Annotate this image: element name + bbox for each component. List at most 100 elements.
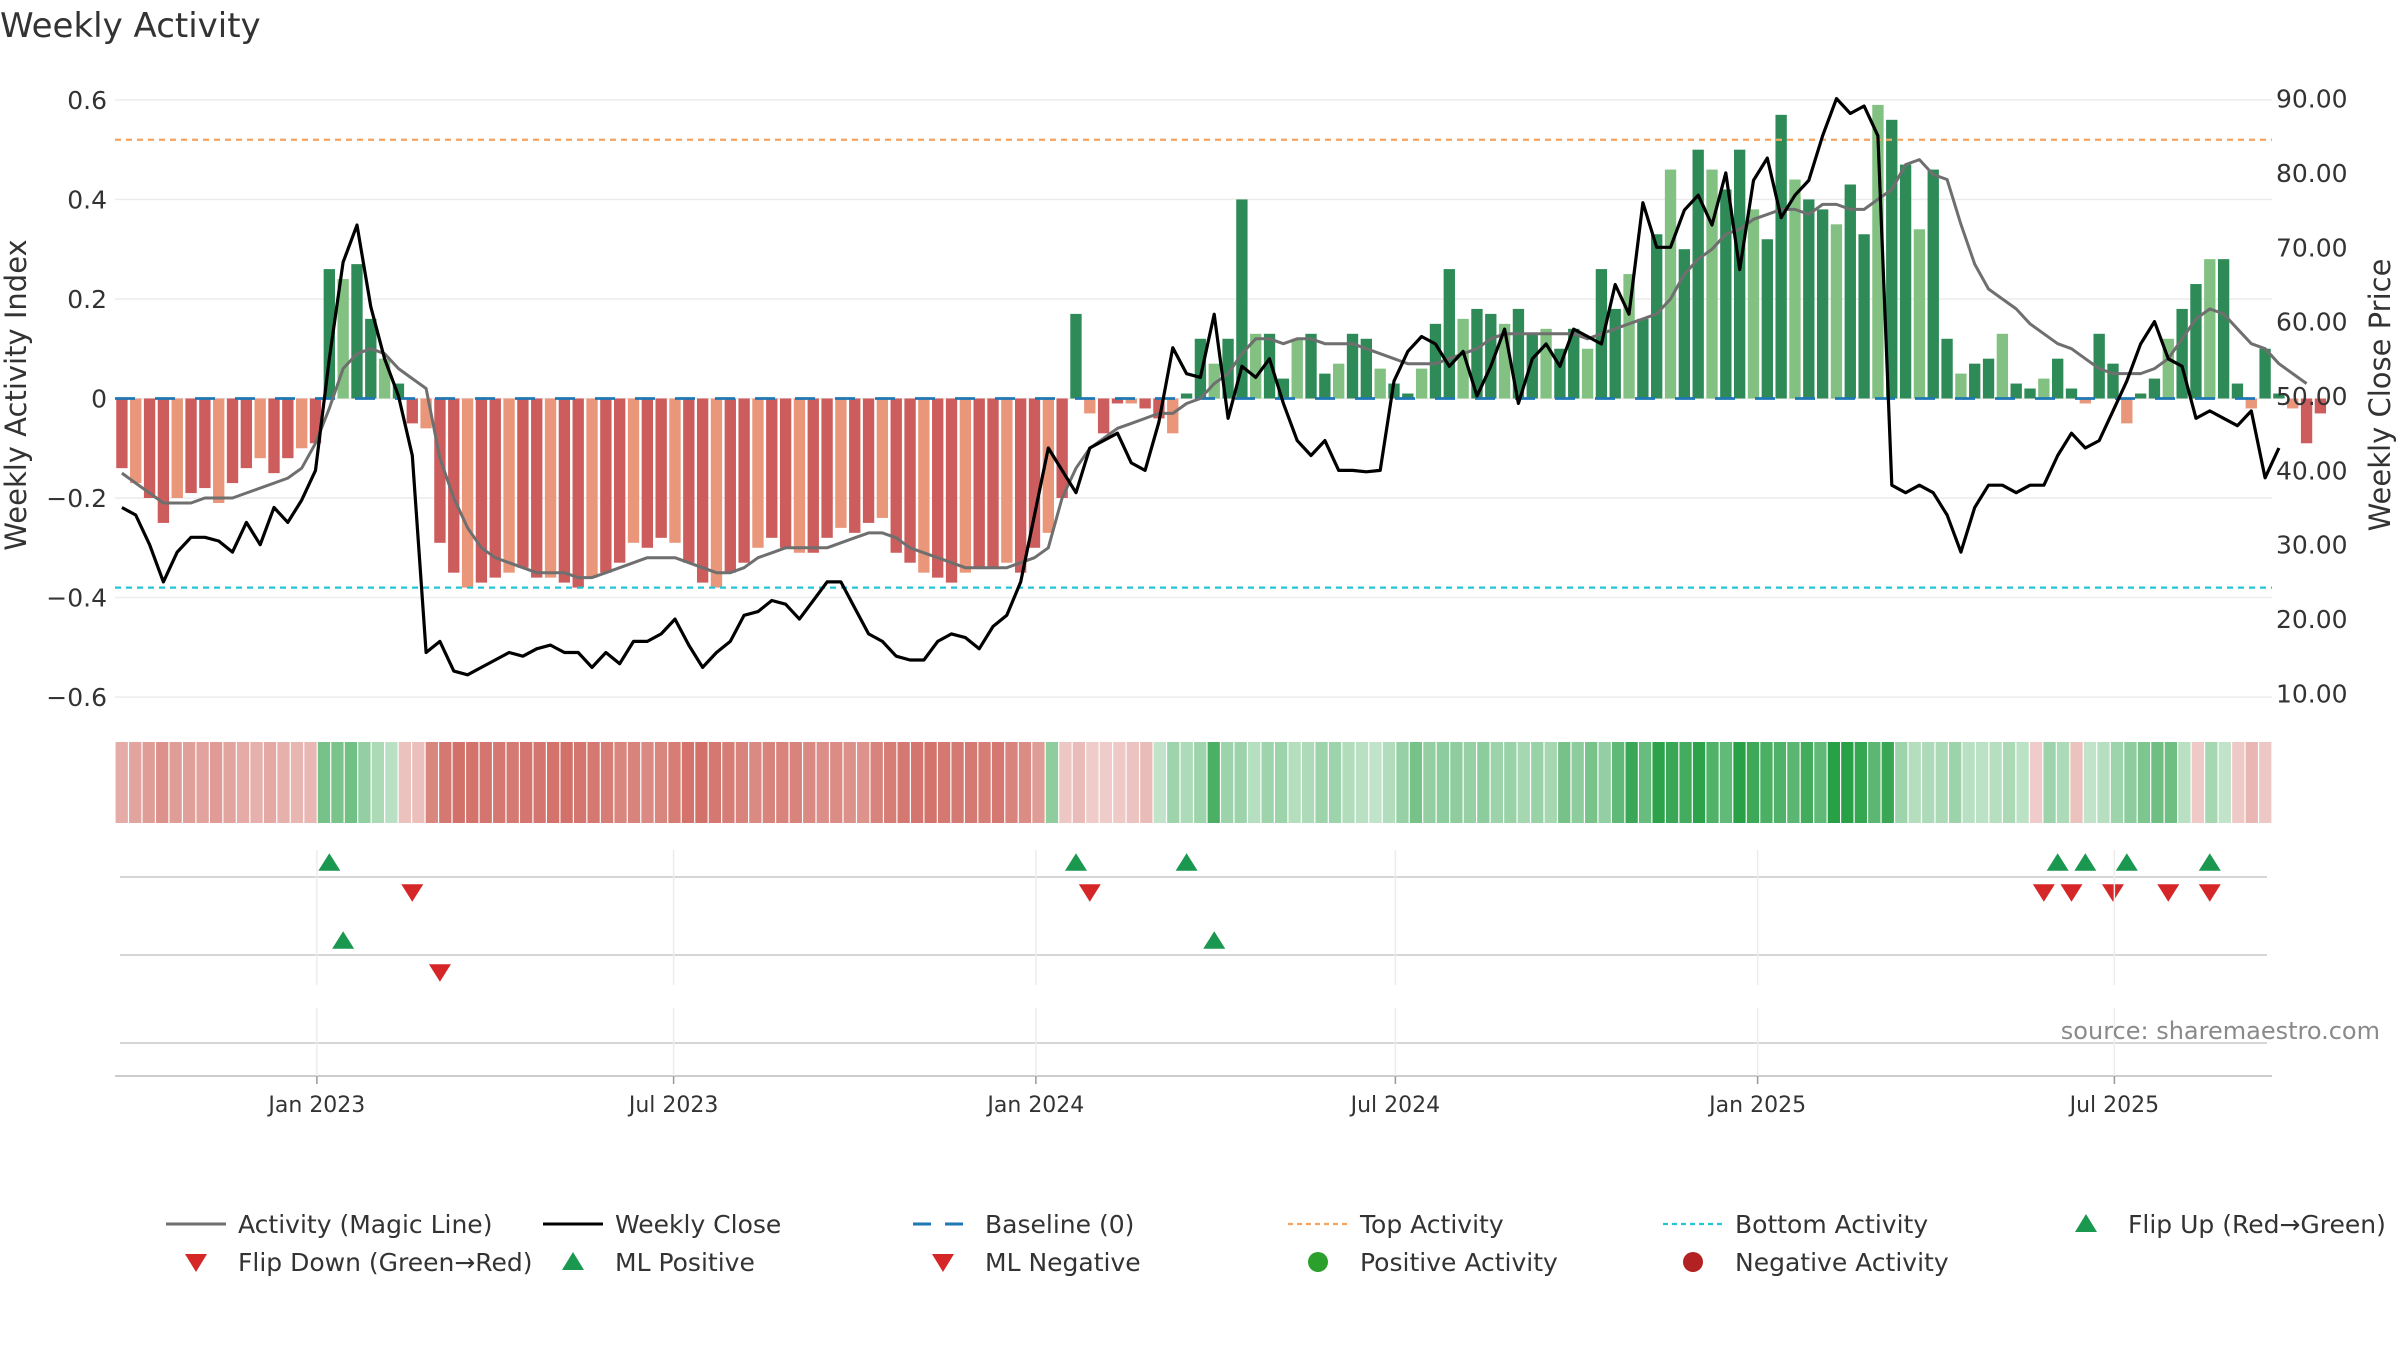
activity-bar — [1305, 333, 1317, 399]
activity-bar — [130, 398, 142, 484]
activity-bar — [1402, 393, 1414, 399]
heat-cell — [1760, 742, 1773, 823]
heat-cell — [1935, 742, 1948, 823]
heat-cell — [425, 742, 438, 823]
heat-cell — [1679, 742, 1692, 823]
weekly-close-line — [121, 96, 2281, 677]
activity-bar — [1097, 398, 1110, 434]
triangle-up-icon — [1203, 931, 1226, 949]
activity-bar — [1540, 328, 1552, 399]
activity-bar — [1623, 274, 1635, 399]
heat-cell — [937, 742, 951, 823]
heat-cell — [884, 742, 897, 823]
activity-bar — [1194, 338, 1207, 399]
activity-bar — [2273, 393, 2285, 399]
activity-bar — [641, 398, 654, 548]
heat-cell — [1773, 742, 1787, 823]
circle-icon — [1683, 1252, 1703, 1272]
heat-cell — [2083, 742, 2097, 823]
legend-label: ML Negative — [985, 1248, 1141, 1277]
heat-cell — [263, 742, 277, 823]
reference-lines — [115, 138, 2272, 589]
activity-bar — [724, 398, 736, 573]
y-axis-label: Weekly Activity Index — [0, 239, 33, 550]
heat-cell — [830, 742, 843, 823]
x-tick-label: Jul 2024 — [1349, 1093, 1441, 1118]
activity-bar — [1858, 234, 1870, 399]
heat-cell — [209, 742, 223, 823]
activity-bar — [1581, 348, 1594, 399]
triangle-up-icon — [332, 931, 355, 949]
heat-cell — [1274, 742, 1288, 823]
heat-cell — [641, 742, 654, 823]
triangle-down-icon — [2032, 884, 2055, 902]
heat-cell — [1652, 742, 1665, 823]
heat-cell — [1989, 742, 2002, 823]
heat-cell — [870, 742, 883, 823]
activity-bar — [392, 383, 405, 399]
activity-bar — [1554, 348, 1566, 399]
heat-cell — [1086, 742, 1099, 823]
y-tick-label: −0.6 — [46, 683, 107, 712]
activity-bar — [1803, 199, 1815, 399]
activity-bar — [309, 398, 322, 444]
heat-cell — [1585, 742, 1598, 823]
heat-cell — [749, 742, 762, 823]
activity-bar — [489, 398, 501, 578]
activity-bar — [1360, 338, 1373, 399]
activity-bar — [116, 398, 128, 469]
activity-bar — [2107, 363, 2119, 399]
activity-bar — [2190, 284, 2202, 399]
triangle-up-icon — [2115, 853, 2138, 871]
activity-bar — [544, 398, 557, 578]
activity-bar — [1208, 363, 1220, 399]
heat-cell — [587, 742, 600, 823]
activity-bar — [475, 398, 488, 583]
heat-cell — [1976, 742, 1989, 823]
activity-bar — [1277, 378, 1290, 399]
activity-bar — [1014, 398, 1027, 573]
heat-cell — [1598, 742, 1611, 823]
heat-cell — [2164, 742, 2178, 823]
heat-cell — [2016, 742, 2029, 823]
activity-bar — [586, 398, 598, 578]
activity-bar — [904, 398, 916, 563]
activity-bar — [2024, 388, 2036, 399]
heat-cell — [1787, 742, 1800, 823]
heat-cell — [2056, 742, 2070, 823]
activity-bar — [1816, 209, 1829, 399]
activity-bar — [945, 398, 958, 583]
activity-bar — [1222, 338, 1234, 399]
activity-bar — [157, 398, 170, 523]
heat-cell — [1868, 742, 1881, 823]
heat-cell — [1126, 742, 1139, 823]
activity-bars — [116, 104, 2327, 588]
heat-cell — [547, 742, 560, 823]
heat-cell — [1814, 742, 1827, 823]
activity-bar — [461, 398, 474, 588]
heat-cell — [1315, 742, 1328, 823]
activity-bar — [226, 398, 239, 484]
y-tick-label: 0 — [91, 384, 107, 413]
heat-cell — [466, 742, 479, 823]
activity-bar — [2065, 388, 2078, 399]
heat-cell — [1477, 742, 1490, 823]
heat-cell — [1194, 742, 1207, 823]
heat-cell — [991, 742, 1005, 823]
activity-bar — [2148, 378, 2161, 399]
x-axis: Jan 2023 Jul 2023 Jan 2024 Jul 2024 Jan 2025… — [115, 850, 2272, 1118]
activity-bar — [1346, 333, 1359, 399]
activity-bar — [531, 398, 543, 578]
activity-bar — [1070, 313, 1082, 399]
triangle-up-icon — [2075, 1214, 2097, 1232]
activity-bar — [918, 398, 930, 573]
line-series — [121, 96, 2308, 677]
activity-bar — [1167, 398, 1179, 434]
heat-cell — [1949, 742, 1962, 823]
y-tick-label: 0.6 — [67, 86, 107, 115]
triangle-down-icon — [401, 884, 424, 902]
heat-cell — [1504, 742, 1517, 823]
activity-bar — [2217, 259, 2230, 399]
heat-cell — [1167, 742, 1180, 823]
triangle-up-icon — [318, 853, 341, 871]
